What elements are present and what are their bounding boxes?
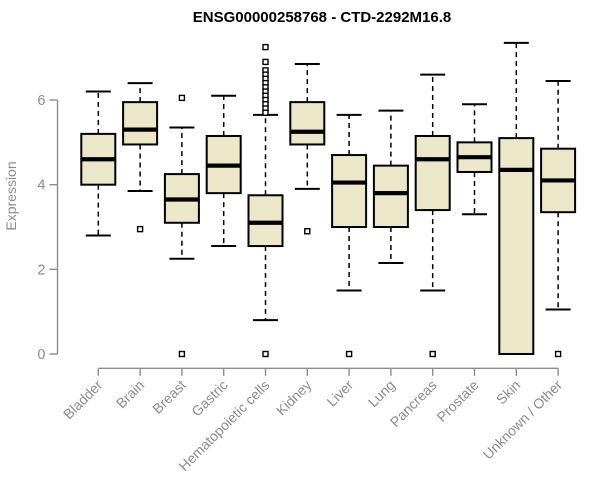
- outlier-point: [262, 350, 269, 358]
- x-tick-label-liver: Liver: [323, 377, 356, 410]
- box-rect: [289, 101, 326, 146]
- boxplot-brain: [122, 82, 159, 233]
- x-tick-label-brain: Brain: [113, 377, 147, 411]
- x-tick-label-breast: Breast: [149, 377, 189, 417]
- boxplot-skin: [498, 41, 535, 355]
- outlier-point: [136, 225, 144, 233]
- boxplot-pancreas: [414, 73, 451, 358]
- box-rect: [122, 101, 159, 146]
- boxplot-unknown-other: [540, 79, 577, 358]
- boxplot-liver: [331, 113, 368, 358]
- outlier-point: [429, 350, 436, 358]
- outlier-point: [345, 350, 353, 358]
- outlier-point: [304, 228, 311, 235]
- box-rect: [414, 135, 451, 212]
- outlier-point: [178, 350, 186, 358]
- outlier-point: [554, 350, 562, 358]
- outlier-point: [262, 109, 269, 116]
- box-rect: [372, 164, 409, 229]
- boxplot-gastric: [205, 94, 242, 248]
- x-tick-label-kidney: Kidney: [273, 377, 315, 419]
- boxplot-prostate: [456, 103, 493, 216]
- x-tick-label-prostate: Prostate: [433, 377, 481, 425]
- y-tick-label: 0: [37, 347, 45, 363]
- chart-title: ENSG00000258768 - CTD-2292M16.8: [193, 9, 452, 26]
- outlier-point: [262, 58, 269, 66]
- x-tick-label-lung: Lung: [365, 377, 398, 410]
- outlier-point: [178, 94, 186, 102]
- x-tick-label-skin: Skin: [493, 377, 524, 408]
- y-tick-label: 2: [37, 262, 45, 278]
- boxplot-hematopoietic-cells: [247, 43, 284, 358]
- y-tick-label: 4: [37, 178, 45, 194]
- boxplot-lung: [372, 109, 409, 264]
- box-rect: [331, 154, 368, 229]
- box-rect: [247, 194, 284, 248]
- boxplot-kidney: [289, 63, 326, 235]
- boxplot-bladder: [80, 90, 117, 237]
- y-axis-label: Expression: [3, 161, 19, 230]
- x-tick-label-bladder: Bladder: [60, 377, 106, 423]
- boxplot-breast: [163, 94, 200, 358]
- plot-area: 0 2 4 6 Bladder Brain Breast GastricHematopoiet…: [37, 41, 577, 474]
- box-rect: [498, 137, 535, 355]
- x-tick-label-unknown-other: Unknown / Other: [480, 377, 566, 463]
- outlier-point: [262, 43, 269, 51]
- y-axis: 0 2 4 6: [37, 93, 59, 363]
- y-tick-label: 6: [37, 93, 45, 109]
